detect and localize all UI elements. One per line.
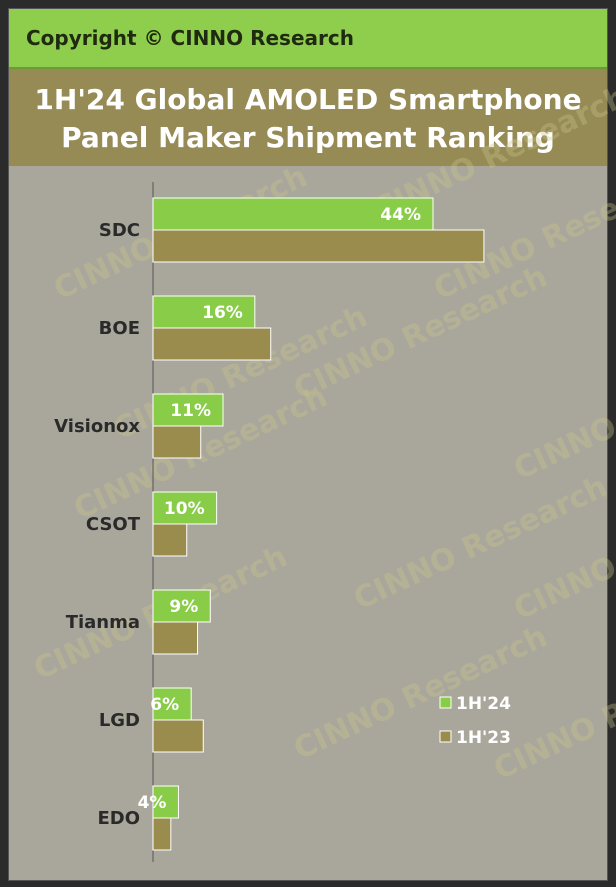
chart-title: 1H'24 Global AMOLED Smartphone Panel Mak… [9,69,607,166]
bar-1H24-edo [152,785,179,819]
legend-label: 1H'24 [456,694,511,714]
data-label: 9% [169,597,198,617]
data-label: 10% [164,499,205,519]
category-label: BOE [99,318,140,339]
bar-1H23-tianma [152,621,199,655]
legend-swatch [439,730,452,743]
bar-1H24-lgd [152,687,192,721]
category-label: SDC [99,220,140,241]
watermark-text: CINNO Research [509,339,616,487]
copyright-text: Copyright © CINNO Research [26,26,354,50]
bar-1H24-boe [152,295,256,329]
bar-1H24-sdc [152,197,434,231]
bar-1H23-edo [152,817,172,851]
bar-1H23-sdc [152,229,485,263]
data-label: 6% [150,695,179,715]
data-label: 4% [138,793,167,813]
bar-1H24-visionox [152,393,224,427]
data-label: 11% [170,401,211,421]
chart-frame: Copyright © CINNO Research 1H'24 Global … [8,8,608,881]
category-label: EDO [97,808,140,829]
legend-swatch [439,696,452,709]
bar-1H23-visionox [152,425,202,459]
category-label: LGD [99,710,140,731]
data-label: 16% [202,303,243,323]
legend-label: 1H'23 [456,728,511,748]
category-label: CSOT [86,514,141,535]
copyright-banner: Copyright © CINNO Research [9,9,607,69]
bar-1H23-boe [152,327,272,361]
bar-1H23-lgd [152,719,204,753]
bar-1H24-tianma [152,589,211,623]
bar-1H24-csot [152,491,218,525]
bar-1H23-csot [152,523,188,557]
data-label: 44% [380,205,421,225]
category-label: Tianma [66,612,140,633]
category-label: Visionox [54,416,140,437]
